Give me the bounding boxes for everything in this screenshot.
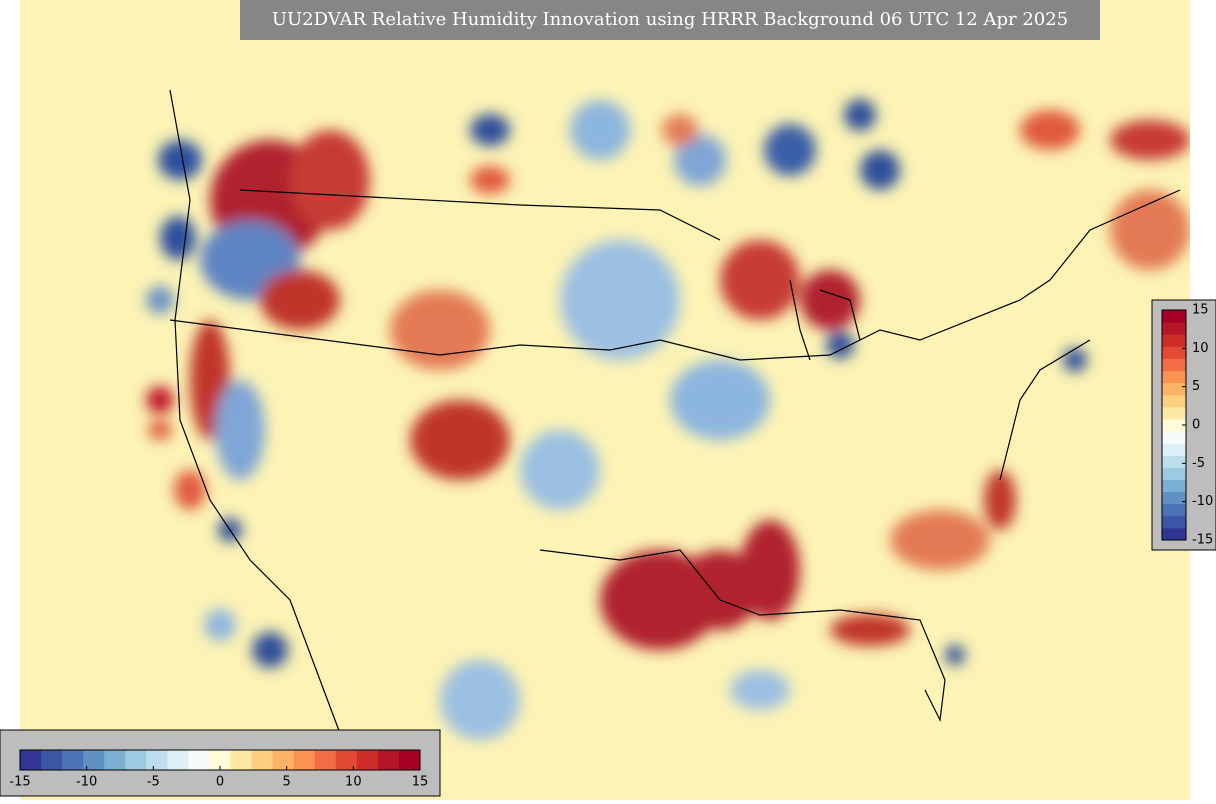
colorbar-segment (1162, 467, 1186, 480)
colorbar-segment (251, 750, 274, 770)
colorbar-tick-label: 5 (283, 775, 291, 790)
colorbar-tick-label: 10 (345, 775, 362, 790)
colorbar-segment (146, 750, 168, 770)
colorbar-tick-label: -5 (147, 775, 160, 790)
colorbar-tick-label: 15 (412, 775, 429, 790)
colorbar-segment (1162, 443, 1186, 456)
colorbar-segment (1162, 479, 1186, 493)
colorbar-segment (293, 750, 316, 770)
colorbar-tick-label: -5 (1192, 456, 1205, 471)
colorbar-segment (1162, 491, 1186, 505)
colorbar-segment (1162, 322, 1186, 335)
colorbar-segment (1162, 418, 1186, 432)
map-title: UU2DVAR Relative Humidity Innovation usi… (272, 9, 1068, 30)
colorbar-segment (62, 750, 84, 770)
colorbar-segment (335, 750, 358, 770)
colorbar-tick-label: -10 (1192, 494, 1213, 509)
colorbar-segment (1162, 515, 1186, 529)
colorbar-segment (167, 750, 189, 770)
colorbar-segment (104, 750, 126, 770)
humidity-field (146, 99, 1190, 740)
colorbar-segment (188, 750, 210, 770)
colorbar-tick-label: 10 (1192, 341, 1209, 356)
colorbar-segment (1162, 334, 1186, 347)
colorbar-segment (1162, 358, 1186, 372)
colorbar-segment (41, 750, 63, 770)
colorbar-segment (1162, 346, 1186, 359)
colorbar-segment (1162, 406, 1186, 420)
colorbar-segment (377, 750, 400, 770)
colorbar-segment (1162, 455, 1186, 468)
colorbar-segment (1162, 310, 1186, 323)
colorbar-tick-label: -15 (9, 775, 30, 790)
colorbar-tick-label: 0 (216, 775, 224, 790)
colorbar-tick-label: 15 (1192, 303, 1209, 318)
colorbar-segment (83, 750, 105, 770)
colorbar-tick-label: -10 (76, 775, 97, 790)
colorbar-segment (20, 750, 42, 770)
colorbar-segment (356, 750, 379, 770)
colorbar-segment (125, 750, 147, 770)
colorbar-tick-label: 5 (1192, 379, 1200, 394)
colorbar-segment (1162, 527, 1186, 541)
colorbar-segment (272, 750, 295, 770)
colorbar-segment (209, 750, 232, 770)
colorbar-segment (314, 750, 337, 770)
colorbar-segment (1162, 382, 1186, 396)
title-box (240, 0, 1100, 40)
colorbar-tick-label: 0 (1192, 418, 1200, 433)
colorbar-segment (1162, 370, 1186, 384)
colorbar-segment (1162, 394, 1186, 408)
colorbar-tick-label: -15 (1192, 533, 1213, 548)
colorbar-segment (230, 750, 253, 770)
colorbar-segment (398, 750, 421, 770)
colorbar-segment (1162, 431, 1186, 444)
colorbar-segment (1162, 503, 1186, 517)
coastlines (169, 89, 1181, 761)
